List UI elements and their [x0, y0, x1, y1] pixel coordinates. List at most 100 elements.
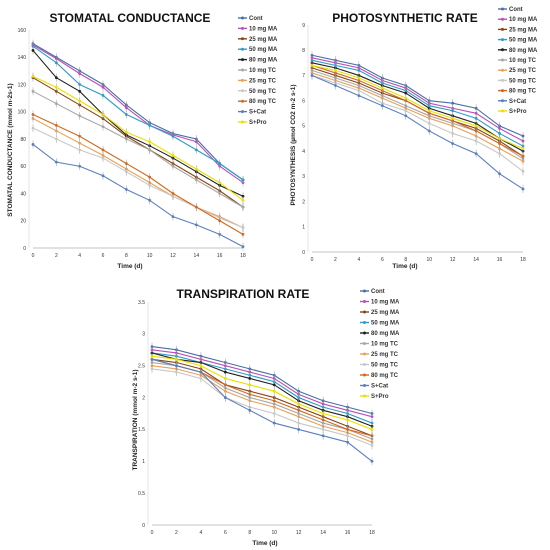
data-point	[498, 127, 501, 130]
x-tick-label: 16	[497, 257, 503, 263]
series-line-25-mg-ma	[151, 358, 373, 437]
legend-label: S+Pro	[249, 120, 267, 126]
legend-item-10-mg-tc: 10 mg TC	[498, 58, 537, 64]
x-tick-label: 18	[520, 257, 526, 263]
legend-label: 50 mg MA	[249, 47, 278, 53]
data-point	[78, 114, 82, 118]
legend-item-10-mg-ma: 10 mg MA	[360, 300, 400, 306]
legend-item-50-mg-ma: 50 mg MA	[238, 47, 278, 53]
legend-marker	[501, 38, 504, 42]
legend-marker	[363, 394, 366, 398]
legend-marker	[363, 342, 366, 345]
data-point	[150, 354, 154, 358]
series-line-10-mg-tc	[32, 90, 244, 208]
legend-marker	[501, 109, 504, 113]
y-tick-label: 160	[18, 28, 27, 34]
x-tick-label: 0	[32, 253, 35, 259]
transpiration-rate-panel: TRANSPIRATION RATE Time (d) TRANSPIRATIO…	[132, 287, 400, 547]
stomatal-conductance-panel: STOMATAL CONDUCTANCE Time (d) STOMATAL C…	[7, 11, 278, 270]
x-tick-label: 8	[404, 257, 407, 263]
y-tick-label: 9	[302, 23, 305, 29]
photosynthetic-rate-panel: PHOTOSYNTHETIC RATE Time (d) PHOTOSYNTHE…	[290, 7, 538, 270]
data-point	[404, 109, 408, 113]
legend-item-10-mg-tc: 10 mg TC	[360, 342, 399, 348]
data-point	[248, 392, 252, 396]
data-point	[31, 44, 35, 48]
legend-label: Cont	[249, 16, 263, 22]
data-point	[451, 109, 455, 113]
stomatal-chart-title: STOMATAL CONDUCTANCE	[50, 11, 211, 25]
legend-marker	[241, 89, 244, 93]
data-point	[241, 226, 245, 229]
series-cont	[150, 342, 374, 418]
legend-item-cont: Cont	[238, 16, 263, 22]
legend-marker	[501, 99, 504, 103]
legend-item-50-mg-ma: 50 mg MA	[360, 321, 400, 327]
data-point	[124, 188, 128, 191]
x-tick-label: 0	[311, 257, 314, 263]
series-line-10-mg-ma	[151, 349, 373, 418]
data-point	[78, 141, 82, 145]
data-point	[223, 389, 227, 393]
legend-item-80-mg-tc: 80 mg TC	[498, 89, 537, 95]
data-point	[54, 85, 58, 89]
legend-label: 10 mg MA	[509, 17, 538, 23]
x-tick-label: 6	[102, 253, 105, 259]
data-point	[54, 123, 58, 127]
series-line-cont	[151, 346, 373, 415]
data-point	[310, 74, 314, 77]
data-point	[521, 159, 525, 163]
legend-item-50-mg-tc: 50 mg TC	[360, 363, 399, 369]
series-50-mg-tc	[150, 364, 374, 450]
x-tick-label: 2	[55, 253, 58, 259]
series-line-80-mg-tc	[311, 64, 524, 157]
y-tick-label: 60	[20, 164, 26, 170]
legend-item-10-mg-ma: 10 mg MA	[498, 17, 538, 23]
x-tick-label: 4	[78, 253, 81, 259]
series-25-mg-ma	[310, 63, 525, 161]
data-point	[357, 89, 361, 92]
legend-marker	[241, 37, 244, 41]
series-10-mg-ma	[150, 345, 374, 421]
data-point	[474, 139, 478, 143]
legend-item-cont: Cont	[360, 289, 385, 295]
data-point	[54, 102, 58, 105]
data-point	[148, 175, 152, 179]
y-tick-label: 0	[302, 250, 305, 256]
data-point	[474, 129, 478, 133]
data-point	[223, 396, 227, 399]
legend-item-s-cat: S+Cat	[498, 99, 526, 105]
data-point	[194, 205, 198, 209]
legend-label: 50 mg MA	[371, 321, 400, 327]
y-tick-label: 4	[302, 149, 305, 155]
legend-item-50-mg-tc: 50 mg TC	[238, 89, 277, 95]
legend-marker	[363, 384, 366, 387]
data-point	[31, 143, 35, 146]
data-point	[124, 106, 128, 110]
x-tick-label: 12	[170, 253, 176, 259]
data-point	[498, 152, 501, 156]
data-point	[241, 232, 245, 236]
data-point	[521, 187, 525, 191]
data-point	[101, 148, 105, 152]
legend-label: 50 mg TC	[371, 363, 399, 369]
y-tick-label: 3	[142, 332, 145, 338]
data-point	[124, 113, 128, 116]
series-s-cat	[310, 71, 525, 194]
legend-marker	[241, 58, 244, 62]
series-line-s-pro	[151, 355, 373, 430]
y-tick-label: 120	[18, 82, 27, 88]
legend-item-s-pro: S+Pro	[498, 109, 527, 115]
legend-label: S+Cat	[371, 384, 388, 390]
series-s-pro	[150, 352, 374, 434]
data-point	[101, 174, 105, 178]
x-tick-label: 10	[147, 253, 153, 259]
data-point	[54, 137, 58, 141]
y-tick-label: 5	[302, 124, 305, 130]
data-point	[297, 402, 301, 406]
data-point	[78, 72, 82, 75]
data-point	[31, 117, 35, 120]
data-point	[521, 134, 525, 138]
data-point	[150, 367, 154, 371]
y-tick-label: 2	[302, 199, 305, 205]
